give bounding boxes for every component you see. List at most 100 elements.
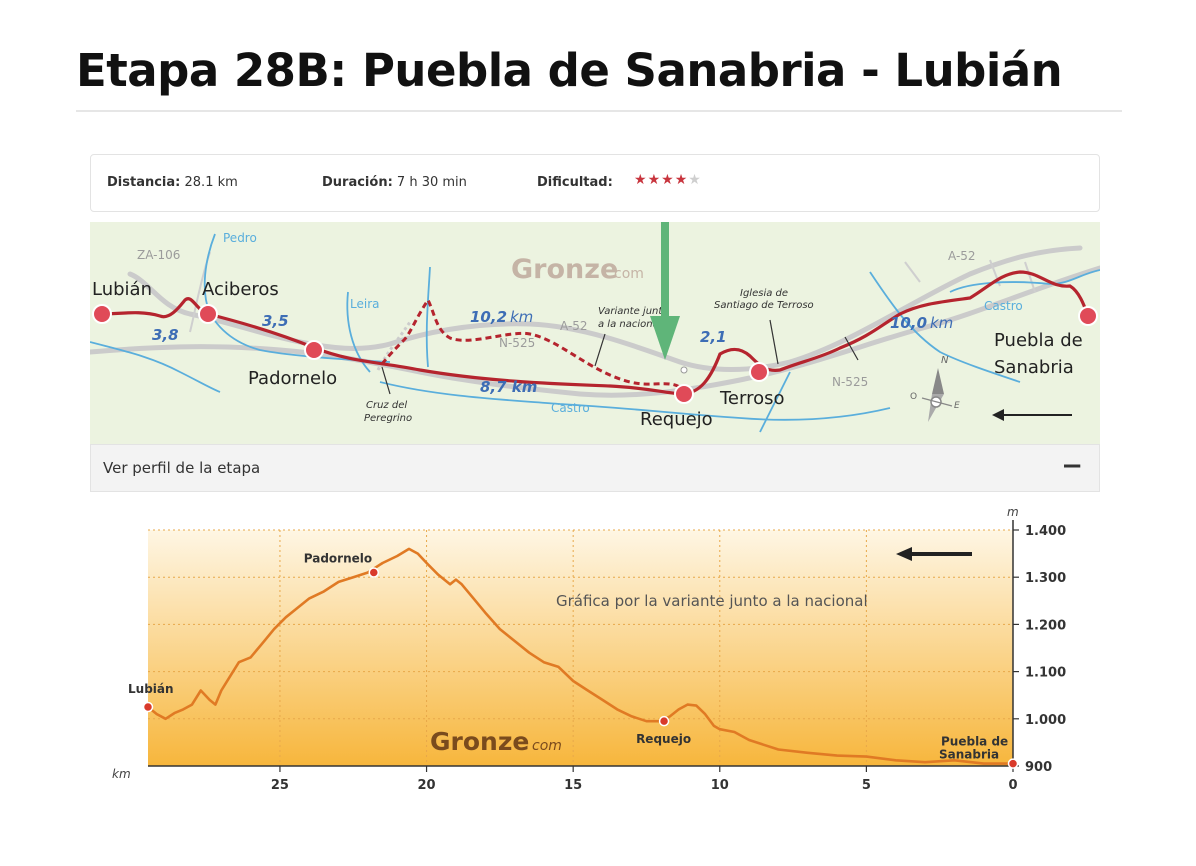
distance-label-6-num: 10,0 — [890, 314, 927, 332]
elevation-profile-chart: 900 1.000 1.100 1.200 1.300 1.400 25 20 15 10 5 0 G… — [112, 505, 1066, 793]
stage-info-box: Distancia: 28.1 km Duración: 7 h 30 min … — [90, 154, 1100, 212]
x-tick-label: 15 — [564, 778, 582, 793]
x-tick-label: 10 — [711, 778, 729, 793]
page-title: Etapa 28B: Puebla de Sanabria - Lubián — [76, 44, 1063, 97]
profile-toggle-bar[interactable]: Ver perfil de la etapa − — [90, 444, 1100, 492]
axes: 900 1.000 1.100 1.200 1.300 1.400 25 20 15 10 5 0 — [148, 520, 1066, 793]
waypoint-marker — [658, 715, 670, 727]
x-axis-unit: km — [112, 767, 131, 781]
note-cruz-2: Peregrino — [364, 413, 412, 424]
chart-brand-suffix: com — [532, 738, 562, 754]
duration-value: 7 h 30 min — [396, 175, 467, 190]
star-filled-icon: ★ — [647, 172, 662, 188]
road-label-n525-mid: N-525 — [499, 336, 535, 350]
x-tick-label: 25 — [271, 778, 289, 793]
town-label-terroso: Terroso — [719, 388, 785, 409]
distance-value: 28.1 km — [184, 175, 238, 190]
grid-lines — [148, 529, 1013, 766]
waypoint-label: Requejo — [636, 732, 691, 746]
y-tick-label: 1.200 — [1025, 618, 1066, 633]
town-label-puebla-1: Puebla de — [994, 330, 1083, 351]
road-label-za106: ZA-106 — [137, 248, 180, 262]
river-label-pedro: Pedro — [223, 231, 257, 245]
town-label-puebla-2: Sanabria — [994, 357, 1074, 378]
compass-o: O — [910, 392, 917, 402]
note-iglesia-2: Santiago de Terroso — [714, 300, 814, 311]
waypoint-label: Puebla de — [941, 735, 1008, 749]
star-filled-icon: ★ — [661, 172, 675, 188]
road-label-n525-right: N-525 — [832, 375, 868, 389]
note-variante-1: Variante junto — [598, 306, 668, 317]
town-label-lubian: Lubián — [92, 279, 152, 300]
arrow-head — [896, 547, 912, 561]
x-tick-label: 5 — [862, 778, 871, 793]
note-cruz-1: Cruz del — [366, 400, 407, 411]
town-label-requejo: Requejo — [640, 409, 713, 430]
elevation-series — [147, 547, 1013, 765]
marker-puebla[interactable] — [1078, 306, 1098, 326]
waypoint-marker — [1007, 758, 1019, 769]
distance-label: Distancia: — [107, 175, 181, 190]
road-label-a52-left: A-52 — [560, 319, 588, 333]
compass-e: E — [954, 401, 960, 411]
star-filled-icon: ★ — [634, 172, 648, 188]
road-network — [90, 245, 1100, 398]
waypoint-label: Padornelo — [304, 551, 372, 565]
y-tick-label: 1.100 — [1025, 666, 1066, 681]
y-axis-unit: m — [1007, 505, 1019, 519]
profile-toggle-label[interactable]: Ver perfil de la etapa — [103, 459, 261, 477]
waypoint-marker — [368, 567, 380, 578]
map-brand: Gronze — [511, 254, 618, 285]
title-divider — [76, 110, 1122, 112]
leader-lines — [381, 319, 859, 395]
y-tick-label: 900 — [1025, 760, 1052, 775]
plot-background — [148, 530, 1013, 766]
difficulty-label: Dificultad: — [537, 175, 613, 190]
star-empty-icon: ★ — [688, 172, 702, 188]
waypoint-label: Lubián — [128, 682, 174, 696]
star-filled-icon: ★ — [674, 172, 689, 188]
stage-card: Distancia: 28.1 km Duración: 7 h 30 min … — [90, 154, 1100, 804]
note-iglesia-1: Iglesia de — [740, 288, 788, 299]
marker-aciberos[interactable] — [198, 304, 218, 324]
junction-marker — [680, 366, 688, 374]
town-label-padornelo: Padornelo — [248, 368, 337, 389]
waypoint-label: Sanabria — [939, 748, 999, 762]
compass-icon: N O E — [910, 355, 960, 422]
marker-terroso[interactable] — [749, 362, 769, 382]
route-map[interactable]: Gronze com Lubián Aciberos Padornelo Req… — [90, 222, 1100, 444]
town-label-aciberos: Aciberos — [202, 279, 279, 300]
y-tick-label: 1.000 — [1025, 713, 1066, 728]
duration-info: Duración: 7 h 30 min — [322, 175, 467, 190]
distance-info: Distancia: 28.1 km — [107, 175, 238, 190]
distance-label-6-unit: km — [930, 314, 953, 332]
river-label-castro-mid: Castro — [551, 401, 590, 415]
marker-lubian[interactable] — [92, 304, 112, 324]
marker-requejo[interactable] — [674, 384, 694, 404]
difficulty-info: Dificultad: — [537, 175, 613, 190]
note-variante-2: a la nacional — [598, 319, 662, 330]
distance-label-4-unit: km — [510, 308, 533, 326]
distance-label-2: 3,5 — [262, 312, 289, 330]
annotation-arrow-icon — [650, 222, 680, 360]
chart-direction-arrow-icon — [896, 547, 972, 561]
chart-brand: Gronze — [430, 727, 529, 756]
chart-annotation: Gráfica por la variante junto a la nacio… — [556, 592, 868, 610]
direction-arrow-icon — [992, 409, 1072, 421]
difficulty-stars: ★★★★★ — [634, 172, 702, 188]
map-brand-suffix: com — [614, 266, 644, 282]
y-tick-label: 1.300 — [1025, 571, 1066, 586]
x-tick-label: 20 — [418, 778, 436, 793]
road-label-a52-right: A-52 — [948, 249, 976, 263]
x-tick-label: 0 — [1008, 778, 1017, 793]
rivers — [90, 233, 1100, 433]
collapse-icon[interactable]: − — [1061, 451, 1083, 481]
town-markers — [92, 304, 1098, 404]
river-label-leira: Leira — [350, 297, 379, 311]
duration-label: Duración: — [322, 175, 393, 190]
distance-label-5: 2,1 — [700, 328, 727, 346]
distance-label-4-num: 10,2 — [470, 308, 507, 326]
distance-label-1: 3,8 — [152, 326, 179, 344]
marker-padornelo[interactable] — [304, 340, 324, 360]
